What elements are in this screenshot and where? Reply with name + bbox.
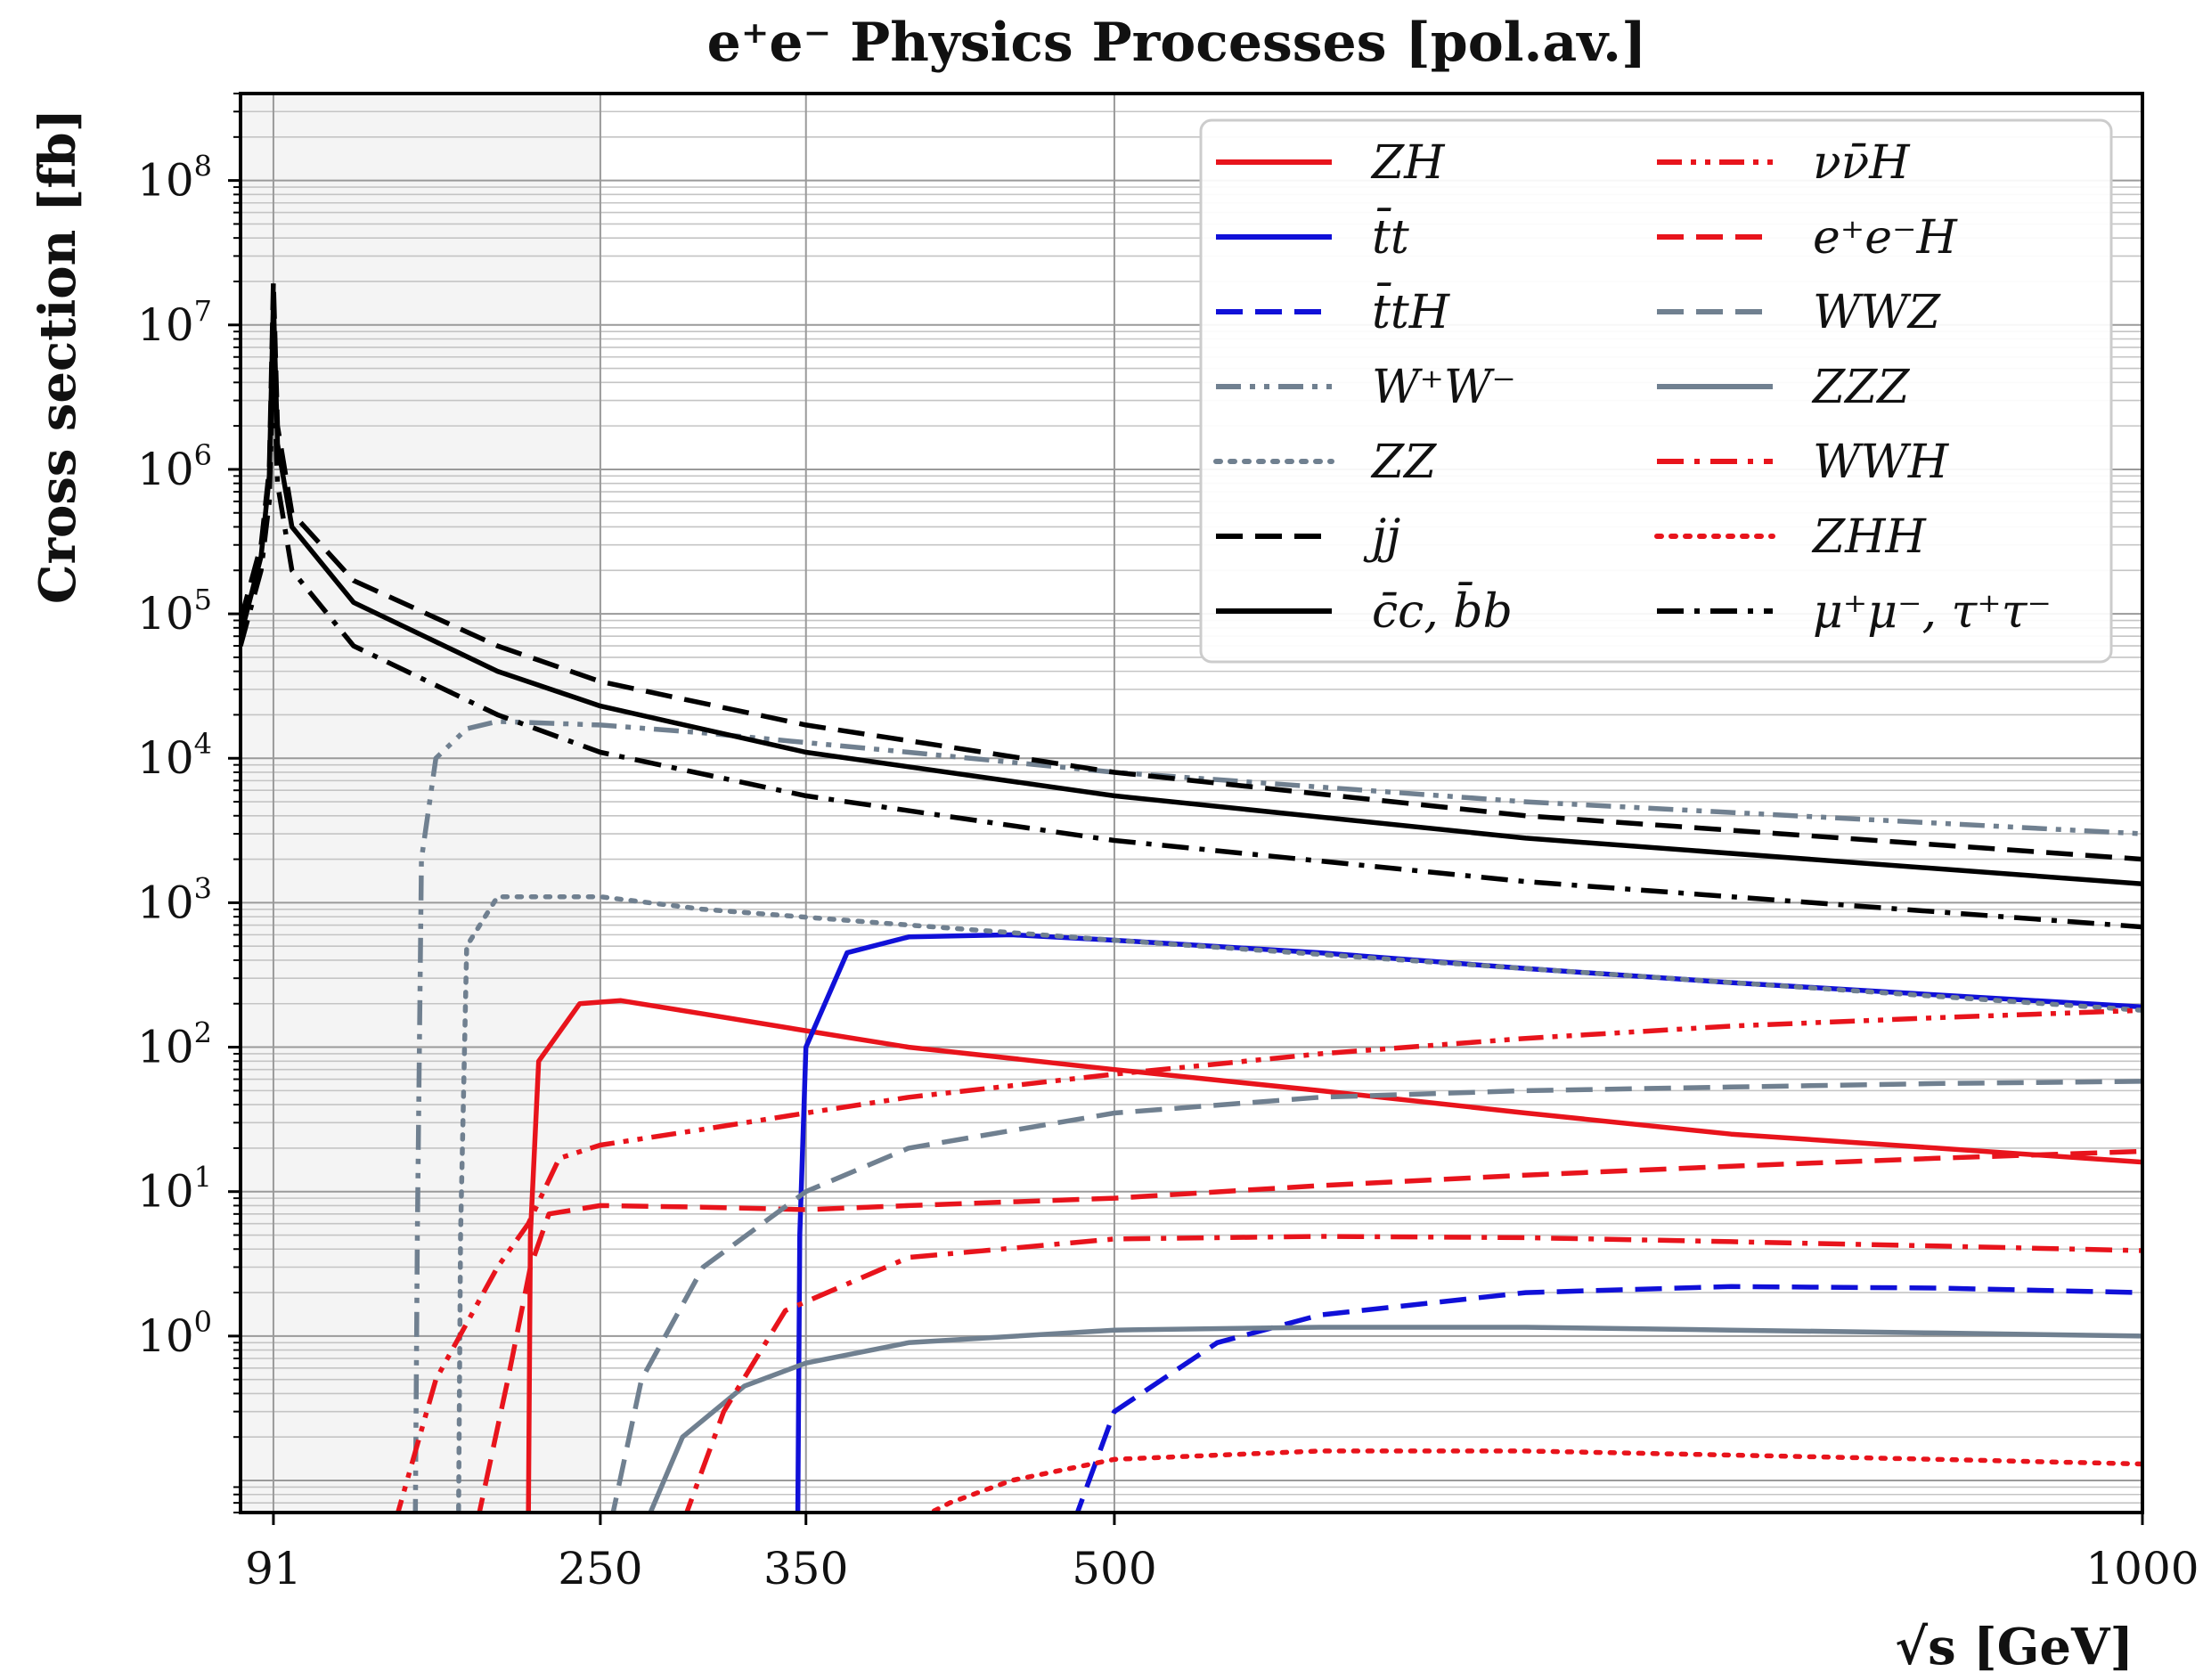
series-lines xyxy=(241,279,2142,1513)
series-line xyxy=(241,355,2142,930)
series-line xyxy=(395,1007,2142,1513)
legend-label: μ⁺μ⁻, τ⁺τ⁻ xyxy=(1813,585,2052,639)
series-line xyxy=(241,279,2142,862)
series-line xyxy=(477,1148,2142,1513)
legend-label: ZZZ xyxy=(1811,361,1910,414)
y-axis-ticks: 108 107 106 105 104 103 102 101 100 xyxy=(137,93,241,1513)
y-tick-label: 105 xyxy=(137,583,212,640)
legend-label: W⁺W⁻ xyxy=(1372,361,1516,414)
x-tick-label: 250 xyxy=(558,1543,642,1594)
y-tick-label: 108 xyxy=(137,150,212,207)
legend-box xyxy=(1199,118,2113,664)
series-line xyxy=(1074,1284,2142,1513)
y-axis-label: Cross section [fb] xyxy=(29,109,87,604)
y-tick-label: 102 xyxy=(137,1016,212,1073)
x-tick-label: 500 xyxy=(1072,1543,1156,1594)
legend-label: t̄tH xyxy=(1372,283,1451,339)
y-tick-label: 100 xyxy=(137,1305,212,1362)
grid-lines xyxy=(241,94,2142,1513)
legend-label: ZZ xyxy=(1370,436,1437,489)
legend-label: WWZ xyxy=(1813,286,1941,339)
x-tick-label: 350 xyxy=(763,1543,848,1594)
x-axis-ticks: 91 250 350 500 1000 xyxy=(245,1513,2199,1594)
series-line xyxy=(412,719,2142,1513)
series-line xyxy=(456,893,2142,1513)
shaded-region xyxy=(241,94,600,1513)
series-line xyxy=(610,1079,2142,1513)
legend-label: ZHH xyxy=(1811,510,1927,564)
legend-label: νν̄H xyxy=(1813,136,1911,190)
series-line xyxy=(648,1325,2142,1513)
series-line xyxy=(526,998,2142,1513)
y-tick-label: 104 xyxy=(137,727,212,784)
x-axis-label: √s [GeV] xyxy=(1895,1618,2134,1676)
legend-label: c̄c, b̄b xyxy=(1372,583,1513,639)
legend-label: e⁺e⁻H xyxy=(1813,211,1958,265)
chart-title: e⁺e⁻ Physics Processes [pol.av.] xyxy=(707,12,1647,74)
y-tick-label: 106 xyxy=(137,438,212,495)
y-tick-label: 101 xyxy=(137,1161,212,1218)
series-line xyxy=(926,1448,2142,1513)
legend-label: WWH xyxy=(1813,436,1950,489)
legend-label: t̄t xyxy=(1372,208,1409,265)
legend-label: ZH xyxy=(1370,136,1446,190)
series-line xyxy=(683,1234,2142,1513)
y-tick-label: 103 xyxy=(137,871,212,928)
x-tick-label: 1000 xyxy=(2085,1543,2199,1594)
plot-frame xyxy=(239,92,2144,1514)
x-tick-label: 91 xyxy=(245,1543,302,1594)
y-tick-label: 107 xyxy=(137,294,212,351)
